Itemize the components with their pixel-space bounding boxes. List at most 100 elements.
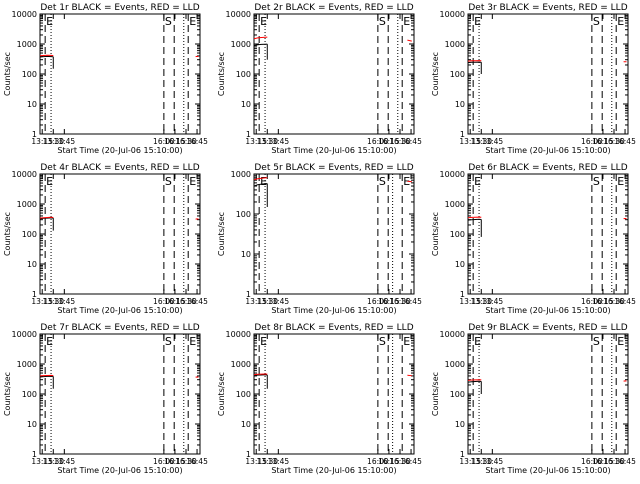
- y-tick-label: 10: [27, 100, 37, 109]
- panel-title: Det 8r BLACK = Events, RED = LLD: [254, 323, 413, 333]
- panel-title: Det 1r BLACK = Events, RED = LLD: [40, 3, 199, 13]
- marker-label: S: [593, 15, 600, 28]
- plot-frame: [40, 174, 200, 294]
- y-tick-label: 10000: [440, 170, 465, 179]
- y-tick-label: 1000: [231, 40, 251, 49]
- panel-title: Det 4r BLACK = Events, RED = LLD: [40, 163, 199, 173]
- detector-panel-3: Det 3r BLACK = Events, RED = LLD11010010…: [431, 3, 636, 155]
- marker-label: E: [617, 15, 624, 28]
- x-axis-label: Start Time (20-Jul-06 15:10:00): [485, 306, 610, 315]
- y-axis-label: Counts/sec: [3, 52, 12, 96]
- marker-label: E: [46, 15, 53, 28]
- y-tick-label: 1000: [17, 200, 37, 209]
- y-axis-label: Counts/sec: [217, 372, 226, 416]
- x-tick-label: 13:45: [268, 137, 290, 146]
- detector-panel-5: Det 5r BLACK = Events, RED = LLD11010010…: [217, 163, 422, 315]
- y-tick-label: 1000: [231, 170, 251, 179]
- x-tick-label: 13:45: [54, 457, 76, 466]
- marker-label: E: [474, 335, 481, 348]
- y-axis-label: Counts/sec: [431, 372, 440, 416]
- series-line-events: [40, 56, 53, 57]
- marker-label: E: [189, 175, 196, 188]
- detector-panel-6: Det 6r BLACK = Events, RED = LLD11010010…: [431, 163, 636, 315]
- x-axis-label: Start Time (20-Jul-06 15:10:00): [271, 146, 396, 155]
- series-line-lld: [407, 40, 411, 41]
- series-line-lld: [40, 375, 53, 376]
- x-tick-label: 13:45: [482, 457, 504, 466]
- plot-frame: [254, 14, 414, 134]
- x-axis-label: Start Time (20-Jul-06 15:10:00): [57, 306, 182, 315]
- detector-panel-9: Det 9r BLACK = Events, RED = LLD11010010…: [431, 323, 636, 475]
- y-tick-label: 10: [455, 100, 465, 109]
- marker-label: E: [474, 15, 481, 28]
- panel-title: Det 7r BLACK = Events, RED = LLD: [40, 323, 199, 333]
- x-axis-label: Start Time (20-Jul-06 15:10:00): [57, 146, 182, 155]
- plot-frame: [40, 334, 200, 454]
- y-tick-label: 10000: [226, 330, 251, 339]
- series-line-events: [468, 381, 481, 382]
- x-tick-label: 16:45: [614, 297, 636, 306]
- y-axis-label: Counts/sec: [217, 212, 226, 256]
- x-tick-label: 16:45: [400, 297, 422, 306]
- panel-title: Det 6r BLACK = Events, RED = LLD: [468, 163, 627, 173]
- x-axis-label: Start Time (20-Jul-06 15:10:00): [485, 146, 610, 155]
- marker-label: E: [46, 335, 53, 348]
- y-tick-label: 1000: [445, 360, 465, 369]
- x-tick-label: 16:45: [614, 137, 636, 146]
- detector-panel-7: Det 7r BLACK = Events, RED = LLD11010010…: [3, 323, 208, 475]
- y-tick-label: 1000: [445, 200, 465, 209]
- plot-frame: [254, 174, 414, 294]
- x-tick-label: 16:45: [186, 297, 208, 306]
- x-tick-label: 16:45: [186, 137, 208, 146]
- y-tick-label: 10000: [440, 330, 465, 339]
- x-axis-label: Start Time (20-Jul-06 15:10:00): [485, 466, 610, 475]
- y-tick-label: 100: [236, 390, 251, 399]
- x-tick-label: 16:45: [400, 457, 422, 466]
- y-tick-label: 10: [455, 420, 465, 429]
- y-tick-label: 10: [27, 260, 37, 269]
- y-tick-label: 100: [450, 70, 465, 79]
- panel-title: Det 9r BLACK = Events, RED = LLD: [468, 323, 627, 333]
- series-line-lld: [407, 181, 411, 182]
- marker-label: S: [379, 175, 386, 188]
- marker-label: E: [617, 335, 624, 348]
- marker-label: E: [189, 335, 196, 348]
- marker-label: E: [260, 15, 267, 28]
- marker-label: E: [189, 15, 196, 28]
- plot-frame: [468, 334, 628, 454]
- marker-label: E: [260, 335, 267, 348]
- detector-panel-2: Det 2r BLACK = Events, RED = LLD11010010…: [217, 3, 422, 155]
- y-tick-label: 10000: [440, 10, 465, 19]
- marker-label: S: [165, 15, 172, 28]
- y-axis-label: Counts/sec: [431, 52, 440, 96]
- plot-frame: [40, 14, 200, 134]
- marker-label: S: [165, 175, 172, 188]
- marker-label: E: [403, 335, 410, 348]
- y-tick-label: 10000: [12, 330, 37, 339]
- y-axis-label: Counts/sec: [217, 52, 226, 96]
- x-axis-label: Start Time (20-Jul-06 15:10:00): [57, 466, 182, 475]
- marker-label: S: [593, 175, 600, 188]
- y-axis-label: Counts/sec: [3, 372, 12, 416]
- series-line-events: [468, 62, 481, 63]
- y-tick-label: 10000: [12, 170, 37, 179]
- x-axis-label: Start Time (20-Jul-06 15:10:00): [271, 306, 396, 315]
- x-tick-label: 13:45: [54, 137, 76, 146]
- marker-label: S: [379, 335, 386, 348]
- marker-label: S: [593, 335, 600, 348]
- marker-label: S: [165, 335, 172, 348]
- y-tick-label: 100: [236, 210, 251, 219]
- panel-title: Det 2r BLACK = Events, RED = LLD: [254, 3, 413, 13]
- marker-label: E: [617, 175, 624, 188]
- y-tick-label: 10: [455, 260, 465, 269]
- x-tick-label: 13:45: [268, 457, 290, 466]
- y-tick-label: 100: [22, 390, 37, 399]
- x-axis-label: Start Time (20-Jul-06 15:10:00): [271, 466, 396, 475]
- y-tick-label: 100: [22, 230, 37, 239]
- y-tick-label: 1000: [17, 40, 37, 49]
- marker-label: E: [403, 15, 410, 28]
- series-line-lld: [468, 217, 481, 218]
- y-axis-label: Counts/sec: [3, 212, 12, 256]
- y-tick-label: 100: [450, 230, 465, 239]
